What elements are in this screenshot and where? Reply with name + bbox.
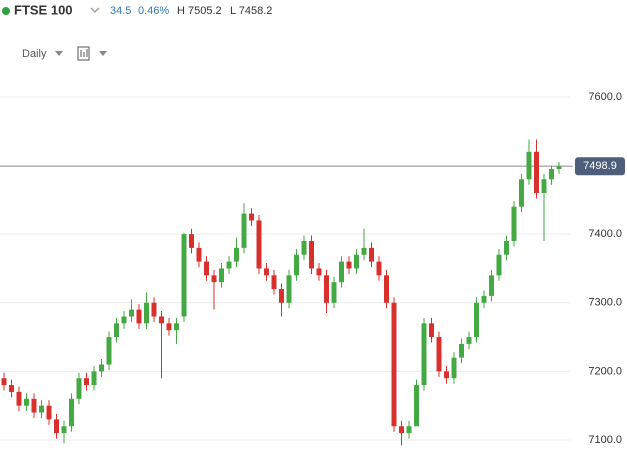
candle-body [489, 275, 494, 296]
candle-body [526, 151, 532, 180]
day-high: H 7505.2 [177, 5, 222, 17]
candle-body [54, 419, 59, 434]
candle-body [196, 247, 202, 262]
candle-body [264, 268, 269, 276]
candle-body [91, 371, 97, 386]
candle-body [271, 275, 277, 290]
candle-body [361, 247, 367, 255]
y-tick-label: 7400.0 [588, 228, 622, 240]
symbol[interactable]: FTSE 100 [14, 2, 73, 17]
candle-body [376, 261, 382, 276]
candle-body [129, 309, 134, 317]
candle-body [24, 398, 29, 406]
change: 34.5 [110, 5, 131, 17]
candle-body [174, 323, 179, 331]
candle-body [166, 323, 172, 331]
candle-body [121, 316, 127, 324]
candle-body [256, 220, 262, 269]
candle-body [346, 261, 352, 269]
candle-body [294, 254, 299, 276]
candle-body [249, 213, 254, 221]
candle-body [414, 385, 419, 427]
candle-body [481, 295, 487, 303]
candle-body [511, 206, 517, 242]
interval-menu[interactable] [55, 51, 63, 56]
candle-body [211, 275, 217, 283]
candle-body [519, 179, 524, 207]
candle-body [324, 275, 329, 303]
candle-body [541, 179, 547, 193]
candle-body [136, 309, 142, 324]
status-dot [2, 7, 10, 15]
symbol-menu[interactable] [90, 7, 100, 13]
candle-body [474, 302, 479, 338]
candle-body [309, 241, 314, 269]
chart-type-menu[interactable] [99, 51, 107, 56]
candle-body [106, 337, 112, 365]
candle-body [76, 378, 82, 399]
candle-body [39, 405, 44, 413]
candle-body [69, 398, 74, 427]
candle-body [429, 323, 434, 338]
candle-body [384, 275, 389, 303]
candle-body [84, 378, 89, 386]
candle-body [234, 247, 239, 262]
candle-body [369, 247, 374, 262]
candle-body [436, 337, 442, 372]
candle-body [301, 241, 307, 255]
candle-body [144, 302, 149, 324]
candle-body [226, 261, 232, 269]
candle-body [219, 268, 224, 283]
candle-body [61, 426, 67, 434]
candle-body [339, 261, 344, 283]
candle-body [316, 268, 322, 276]
interval[interactable]: Daily [22, 48, 47, 60]
candle-body [16, 391, 22, 406]
candle-body [151, 302, 157, 317]
candle-body [391, 302, 397, 427]
y-tick-label: 7100.0 [588, 434, 622, 446]
candle-body [459, 343, 464, 358]
candle-body [181, 234, 187, 317]
candle-body [399, 426, 404, 434]
last-price-label: 7498.9 [583, 160, 617, 172]
day-low: L 7458.2 [230, 5, 272, 17]
candle-body [46, 405, 52, 420]
candle-body [421, 323, 427, 386]
y-tick-label: 7300.0 [588, 297, 622, 309]
candle-body [466, 337, 472, 344]
change-pct: 0.46% [138, 5, 169, 17]
candle-body [331, 282, 337, 303]
candle-body [189, 234, 194, 248]
y-tick-label: 7600.0 [588, 91, 622, 103]
candle-body [1, 378, 7, 386]
candle-body [114, 323, 119, 338]
chart-type-glyph [80, 49, 88, 57]
candle-body [279, 289, 284, 303]
candle-body [549, 168, 554, 180]
candle-body [556, 166, 562, 169]
candle-body [286, 275, 292, 303]
candle-body [159, 316, 164, 324]
chart-type-icon[interactable] [77, 46, 90, 61]
candle-body [504, 241, 509, 255]
candle-body [534, 151, 539, 193]
candle-body [31, 398, 37, 413]
candle-body [99, 364, 104, 372]
candle-body [204, 261, 209, 276]
candle-body [444, 371, 449, 379]
candle-body [354, 254, 359, 269]
candle-body [406, 426, 412, 434]
candle-body [451, 357, 457, 379]
candle-body [496, 254, 502, 276]
candle-body [241, 213, 247, 248]
last-price-tag [575, 157, 625, 176]
candle-body [9, 385, 14, 392]
y-tick-label: 7200.0 [588, 365, 622, 377]
